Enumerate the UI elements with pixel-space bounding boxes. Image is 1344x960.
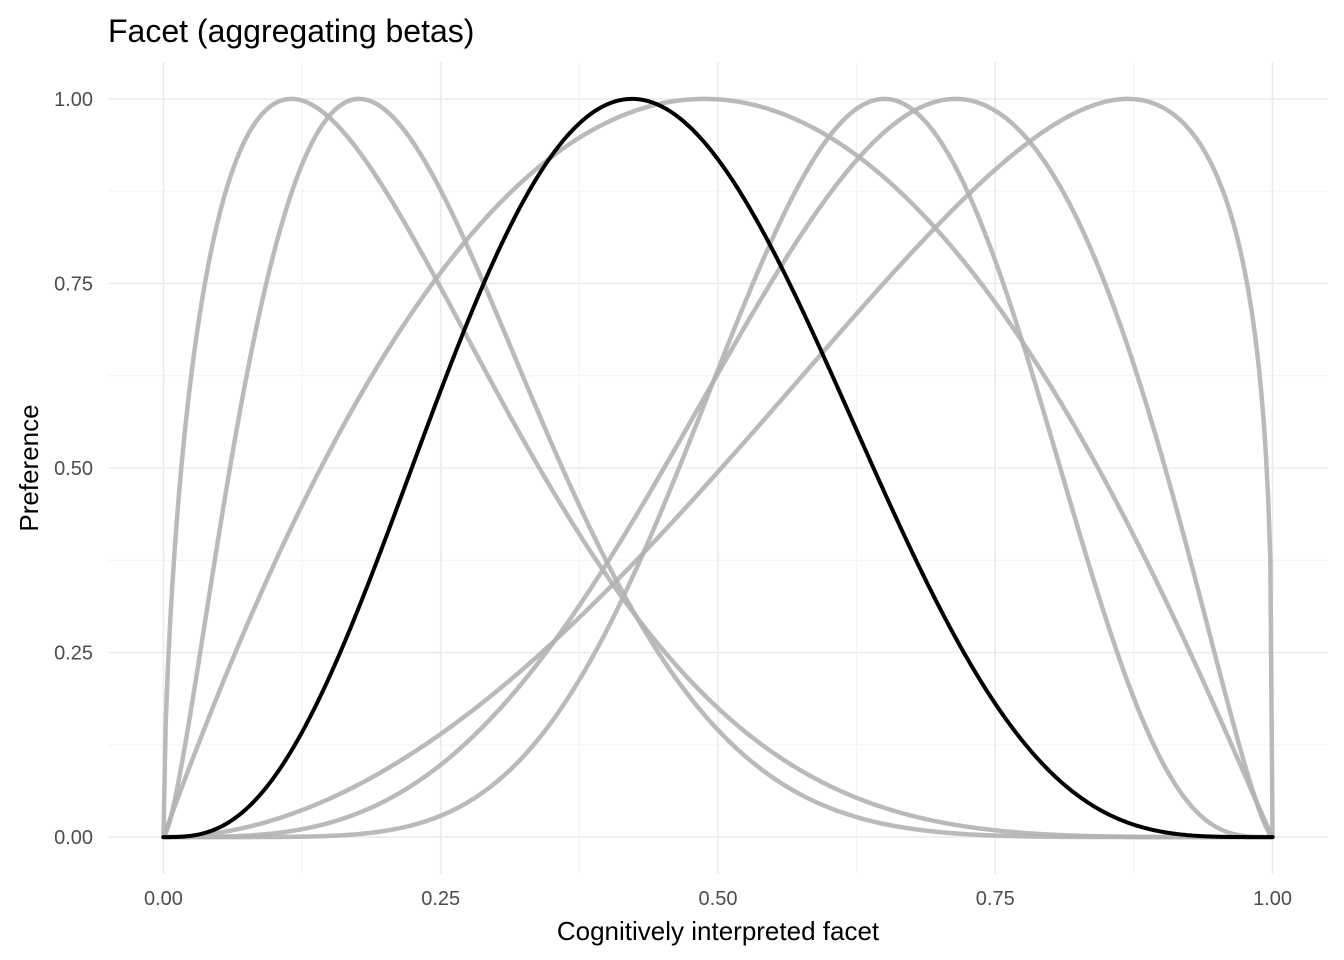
beta-curve-2 — [161, 96, 1275, 840]
series-layer — [161, 96, 1275, 840]
beta-curve-3 — [161, 96, 1275, 840]
y-tick-label: 0.25 — [54, 643, 93, 665]
x-tick-label: 0.00 — [144, 888, 183, 910]
x-tick-label: 0.75 — [976, 888, 1015, 910]
tick-labels: 0.00 0.25 0.50 0.75 1.00 0.00 0.25 0.50 0.75 1.00 — [54, 89, 1292, 910]
y-tick-label: 0.00 — [54, 827, 93, 849]
x-axis-title: Cognitively interpreted facet — [557, 916, 880, 946]
y-tick-label: 0.50 — [54, 458, 93, 480]
x-tick-label: 0.50 — [699, 888, 738, 910]
chart-title: Facet (aggregating betas) — [108, 13, 474, 49]
y-axis-title: Preference — [14, 404, 44, 531]
y-tick-label: 0.75 — [54, 273, 93, 295]
x-tick-label: 1.00 — [1253, 888, 1292, 910]
x-tick-label: 0.25 — [421, 888, 460, 910]
beta-curve-6 — [161, 96, 1275, 840]
aggregate-curve — [161, 96, 1275, 840]
y-tick-label: 1.00 — [54, 89, 93, 111]
beta-curve-5 — [161, 96, 1275, 840]
